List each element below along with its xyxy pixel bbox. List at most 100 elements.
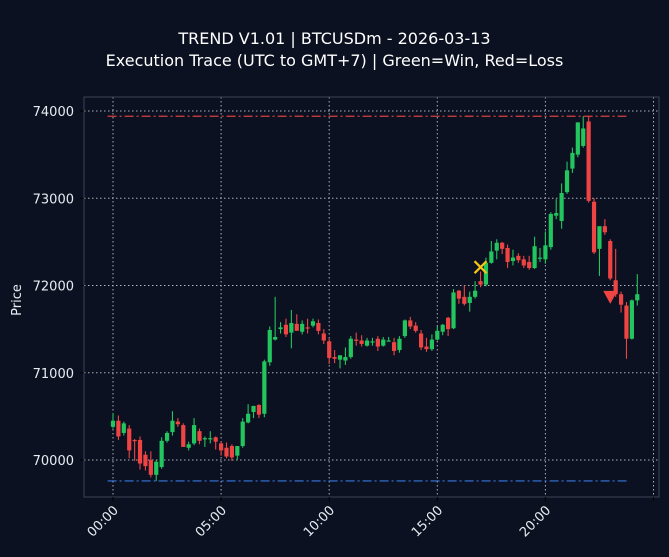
candle (116, 415, 121, 440)
candle (402, 319, 407, 338)
candle (424, 337, 429, 352)
y-tick-label: 71000 (33, 367, 74, 382)
candle (121, 421, 126, 436)
chart-subtitle: Execution Trace (UTC to GMT+7) | Green=W… (105, 51, 564, 70)
candle (554, 199, 559, 220)
x-tick-label: 05:00 (193, 503, 230, 540)
candle (175, 418, 180, 427)
candle (273, 296, 278, 341)
candle (213, 436, 218, 450)
candle (164, 431, 170, 443)
candle (267, 326, 272, 366)
candle (456, 289, 462, 304)
candle (418, 329, 424, 351)
candle (397, 336, 402, 353)
candle (143, 451, 148, 471)
x-tick-label: 10:00 (301, 503, 338, 540)
candle (429, 334, 434, 351)
plot-frame (83, 96, 660, 498)
grid-lines (84, 97, 659, 497)
candle (305, 318, 310, 334)
chart-title: TREND V1.01 | BTCUSDm - 2026-03-13 (178, 29, 491, 48)
candle (440, 323, 445, 336)
candle (608, 239, 613, 281)
candle (527, 255, 532, 270)
candle (532, 236, 537, 269)
candle (381, 336, 386, 347)
candle (337, 355, 343, 369)
candle (316, 319, 321, 335)
candle (359, 335, 364, 347)
candle (202, 436, 207, 447)
candle (283, 318, 289, 337)
candle (559, 183, 564, 229)
x-tick-label: 00:00 (85, 503, 122, 540)
candle (386, 336, 391, 342)
candle (446, 316, 451, 337)
candle (597, 226, 602, 276)
candle (110, 412, 116, 429)
y-axis-title: Price (10, 284, 25, 316)
candle (618, 291, 624, 313)
candle (489, 241, 494, 264)
candle (570, 147, 575, 173)
candle (294, 314, 299, 331)
candle (624, 302, 629, 359)
candle (581, 116, 586, 148)
candle (321, 329, 326, 344)
candle (148, 451, 153, 478)
candle (181, 423, 186, 447)
candle (132, 439, 137, 461)
candle (602, 219, 607, 235)
candle (240, 418, 245, 448)
candle (500, 241, 505, 255)
candle (229, 444, 235, 461)
y-tick-label: 74000 (33, 105, 74, 120)
candle (300, 320, 305, 335)
candle (278, 322, 283, 334)
candle (154, 460, 159, 481)
candle (613, 248, 618, 297)
candle (289, 309, 294, 349)
candle (246, 404, 251, 424)
candle (591, 198, 597, 255)
candle (197, 428, 202, 445)
entry-marker-icon (473, 260, 488, 274)
candle (564, 161, 570, 194)
y-tick-label: 72000 (33, 280, 74, 295)
candle (629, 299, 634, 340)
candle (521, 255, 526, 269)
candle (208, 431, 213, 444)
candle (186, 441, 191, 451)
candle (262, 359, 267, 418)
candle (575, 122, 580, 158)
y-tick-label: 73000 (33, 192, 74, 207)
candle (467, 291, 472, 312)
candle (327, 338, 332, 365)
candle (473, 281, 478, 299)
y-axis: 70000 71000 72000 73000 74000 (33, 105, 84, 469)
candle (370, 337, 375, 346)
candle (137, 436, 143, 470)
candle (224, 442, 229, 459)
candle (635, 274, 640, 306)
candle (510, 249, 516, 266)
candle (191, 418, 197, 446)
candles (110, 116, 640, 481)
candle (251, 405, 256, 419)
exit-marker-icon (603, 290, 618, 304)
trade-markers (473, 260, 618, 304)
candle (391, 337, 397, 356)
candle (537, 247, 543, 262)
candle (332, 350, 337, 364)
x-tick-label: 20:00 (517, 503, 554, 540)
candle (516, 253, 521, 263)
candle (256, 404, 262, 419)
candle (548, 212, 553, 250)
candle (310, 318, 316, 328)
candle (170, 411, 175, 436)
candle (343, 347, 348, 365)
candle (364, 337, 370, 347)
candle (159, 437, 164, 469)
